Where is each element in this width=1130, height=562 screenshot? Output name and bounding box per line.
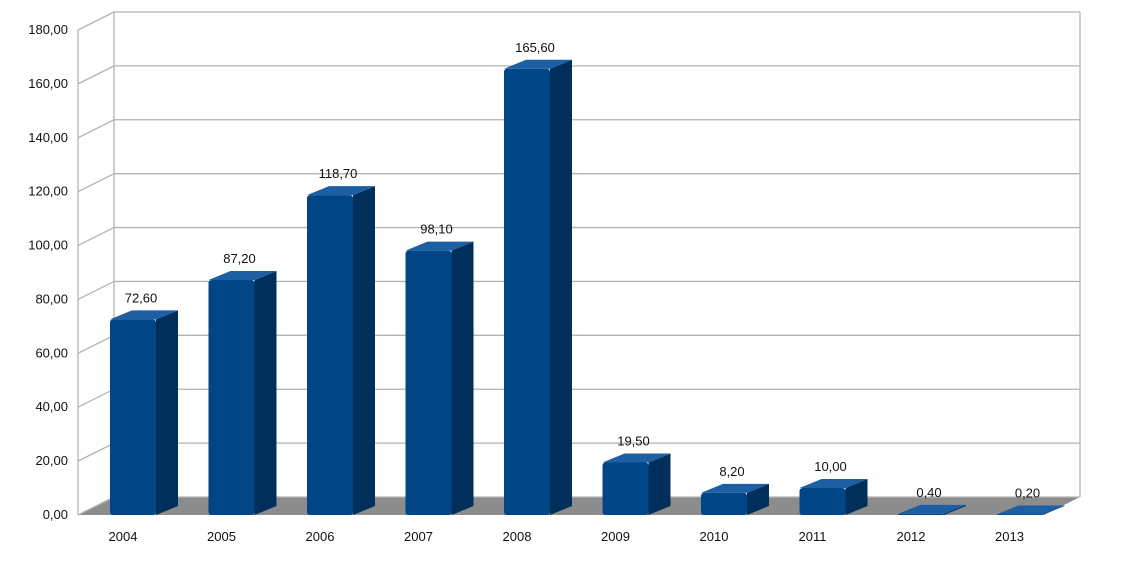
bar-top	[996, 505, 1065, 515]
bar-top	[405, 241, 474, 251]
bar-2006	[307, 186, 375, 516]
y-tick-label: 160,00	[28, 76, 68, 91]
bar-2013	[996, 505, 1065, 515]
bar-side	[845, 479, 868, 515]
bar-top	[799, 479, 868, 489]
x-axis-labels: 2004 2005 2006 2007 2008 2009 2010 2011 2012 2013	[109, 529, 1024, 544]
gridline-side	[77, 496, 115, 516]
x-tick-label: 2013	[995, 529, 1024, 544]
bar-2005	[208, 271, 277, 515]
x-tick-label: 2007	[404, 529, 433, 544]
bar-front	[799, 488, 846, 515]
gridline-side	[77, 173, 115, 193]
gridline-side	[77, 442, 115, 462]
bar-side	[1042, 505, 1065, 515]
bar-side	[156, 310, 178, 515]
bar-top	[898, 504, 966, 514]
data-label: 87,20	[223, 251, 256, 266]
x-tick-label: 2004	[109, 529, 138, 544]
bar-front	[996, 514, 1043, 515]
bar-2010	[701, 483, 769, 515]
x-tick-label: 2006	[306, 529, 335, 544]
gridline-side	[77, 388, 115, 408]
y-axis-ticks: 0,00 20,00 40,00 60,00 80,00 100,00 120,00 140,…	[28, 22, 68, 522]
bar-top	[602, 453, 671, 463]
data-label: 165,60	[515, 40, 555, 55]
gridline-side	[77, 226, 115, 247]
y-tick-label: 20,00	[35, 453, 68, 468]
bar-front	[504, 68, 550, 516]
x-tick-label: 2012	[897, 529, 926, 544]
data-labels: 72,60 87,20 118,70 98,10 165,60 19,50 8,20 10,0…	[125, 40, 1040, 501]
bar-front	[602, 462, 649, 515]
bar-2012	[898, 504, 966, 515]
data-label: 72,60	[125, 290, 158, 305]
bar-top	[110, 310, 178, 320]
gridline-side	[77, 119, 115, 139]
bar-top	[307, 186, 375, 196]
x-tick-label: 2008	[503, 529, 532, 544]
bar-series	[110, 59, 1065, 516]
bar-top	[208, 271, 277, 281]
bar-2008	[504, 59, 572, 516]
bar-side	[254, 271, 277, 515]
bar-front	[405, 250, 452, 516]
y-tick-label: 0,00	[43, 507, 68, 522]
bar-side	[550, 59, 572, 516]
data-label: 19,50	[617, 433, 650, 448]
gridline-side	[77, 11, 115, 31]
bar-front	[110, 319, 156, 515]
bar-side	[944, 504, 966, 515]
y-tick-label: 140,00	[28, 130, 68, 145]
data-label: 0,20	[1015, 485, 1040, 500]
bar-2011	[799, 479, 868, 515]
bar-side	[648, 453, 671, 515]
bar-top	[504, 59, 572, 69]
data-label: 10,00	[814, 459, 847, 474]
data-label: 98,10	[420, 222, 453, 237]
data-label: 8,20	[719, 464, 744, 479]
x-tick-label: 2011	[799, 529, 827, 544]
bar-front	[701, 492, 747, 515]
y-tick-label: 40,00	[35, 399, 68, 414]
y-tick-label: 180,00	[28, 22, 68, 37]
bar-front	[898, 513, 944, 515]
data-label: 118,70	[319, 166, 358, 181]
y-tick-label: 60,00	[35, 345, 68, 360]
bar-2004	[110, 310, 178, 515]
data-label: 0,40	[916, 485, 941, 500]
gridline-side	[77, 334, 115, 354]
y-tick-label: 80,00	[35, 291, 68, 306]
gridline-side	[77, 280, 115, 301]
gridline-side	[77, 65, 115, 85]
bar-side	[747, 483, 769, 515]
bar-2009	[602, 453, 671, 515]
x-tick-label: 2010	[700, 529, 729, 544]
x-tick-label: 2005	[207, 529, 236, 544]
bar-front	[208, 280, 255, 515]
bar-side	[353, 186, 375, 516]
y-tick-label: 120,00	[28, 184, 68, 199]
bar-side	[451, 241, 474, 516]
bar-top	[701, 483, 769, 493]
bar-front	[307, 195, 353, 516]
y-tick-label: 100,00	[28, 238, 68, 253]
x-tick-label: 2009	[601, 529, 630, 544]
bar-2007	[405, 241, 474, 516]
